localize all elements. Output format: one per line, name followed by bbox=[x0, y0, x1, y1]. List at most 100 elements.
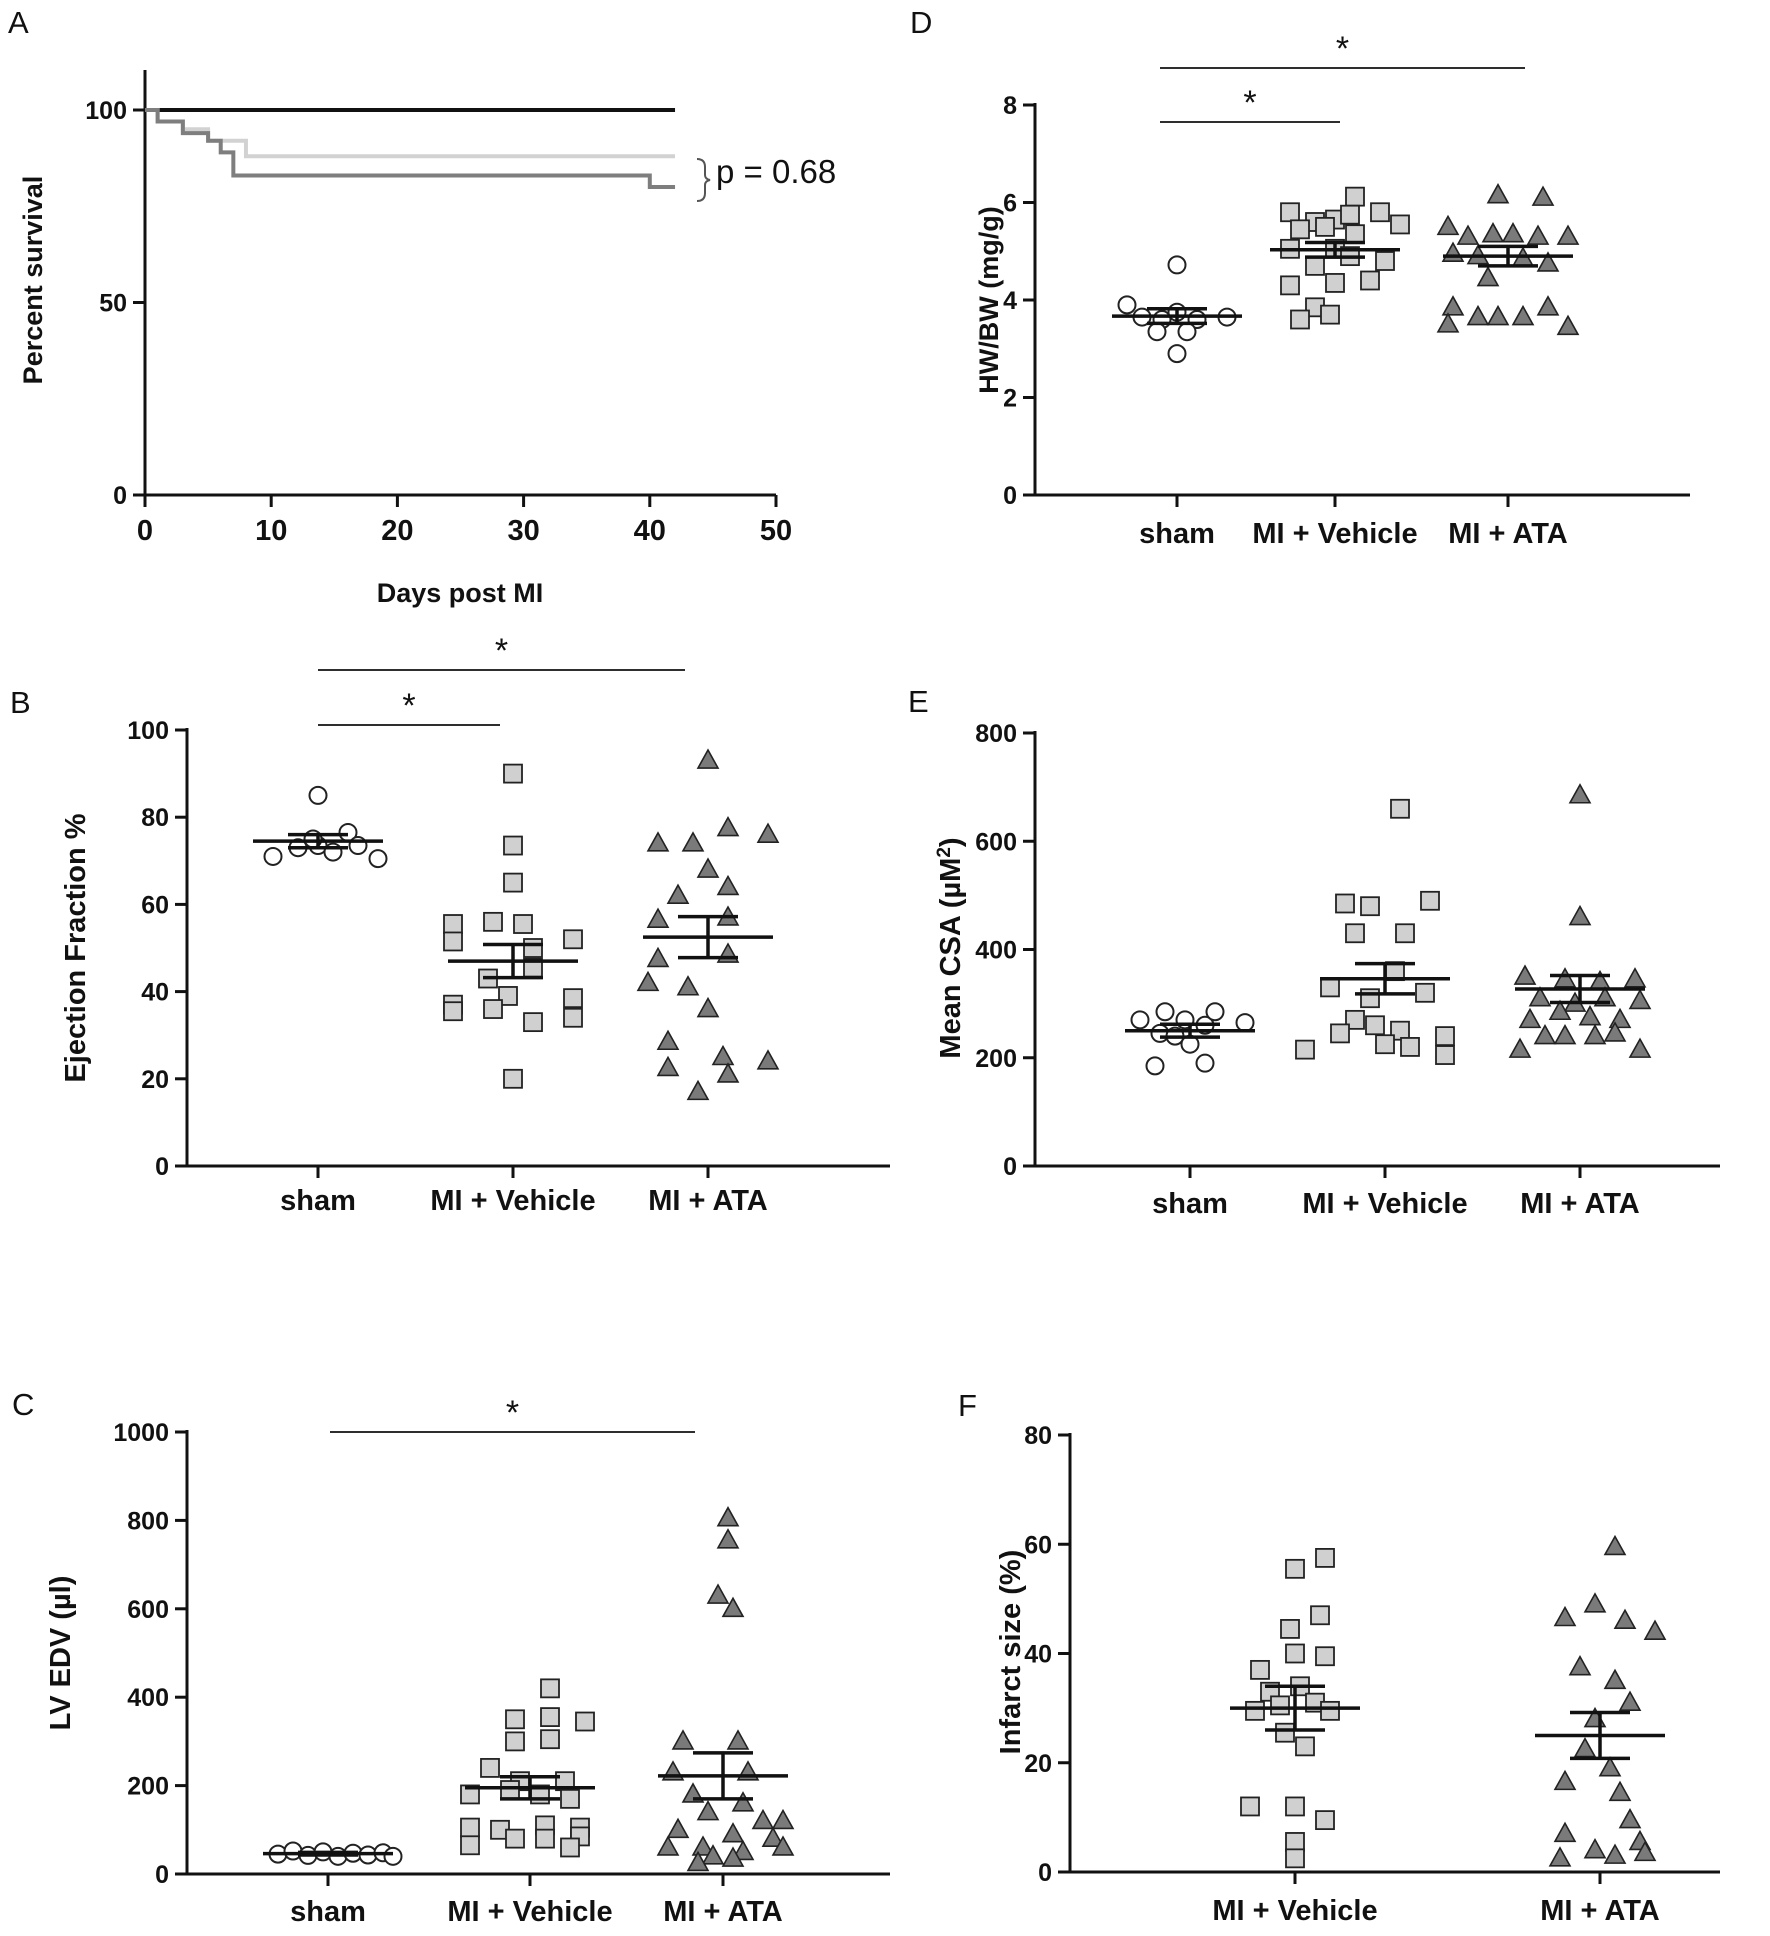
data-point bbox=[716, 1506, 740, 1527]
data-point bbox=[1476, 265, 1500, 287]
x-tick-label: 10 bbox=[255, 515, 287, 547]
data-point bbox=[701, 1844, 725, 1865]
data-point bbox=[1310, 1605, 1330, 1626]
data-point bbox=[1415, 982, 1435, 1003]
data-point bbox=[1295, 1039, 1315, 1060]
data-point bbox=[1155, 1002, 1175, 1022]
data-point bbox=[1573, 1736, 1597, 1758]
data-point bbox=[1290, 309, 1310, 330]
y-tick-label: 600 bbox=[127, 1596, 169, 1624]
data-point bbox=[1603, 1668, 1627, 1690]
data-point bbox=[1553, 1769, 1577, 1791]
data-point bbox=[1613, 1608, 1637, 1630]
data-point bbox=[503, 1068, 523, 1089]
data-point bbox=[706, 1583, 730, 1604]
data-point bbox=[1536, 295, 1560, 316]
data-point bbox=[1330, 1023, 1350, 1044]
data-point bbox=[1345, 923, 1365, 944]
y-tick-label: 100 bbox=[85, 97, 127, 125]
data-point bbox=[1553, 1821, 1577, 1843]
data-point bbox=[771, 1835, 795, 1856]
data-point bbox=[1556, 224, 1580, 245]
data-point bbox=[1568, 904, 1592, 926]
data-point bbox=[523, 938, 543, 958]
data-point bbox=[721, 1846, 745, 1867]
data-point bbox=[696, 1799, 720, 1821]
data-point bbox=[731, 1839, 755, 1861]
data-point bbox=[756, 822, 780, 843]
data-point bbox=[1365, 1015, 1385, 1036]
category-label: MI + ATA bbox=[663, 1896, 783, 1928]
data-point bbox=[1305, 255, 1325, 276]
y-axis-title: Mean CSA (µM2) bbox=[934, 837, 968, 1058]
y-tick-label: 200 bbox=[975, 1045, 1017, 1073]
data-point bbox=[1578, 1005, 1602, 1026]
data-point bbox=[1147, 322, 1167, 342]
panel-letter-c: C bbox=[12, 1387, 34, 1422]
data-point bbox=[560, 1788, 580, 1809]
y-tick-label: 0 bbox=[155, 1153, 169, 1181]
data-point bbox=[1250, 1659, 1270, 1680]
data-point bbox=[1285, 1643, 1305, 1664]
data-point bbox=[1335, 893, 1355, 914]
data-point bbox=[1623, 967, 1647, 988]
data-point bbox=[726, 1729, 750, 1750]
y-tick-label: 800 bbox=[975, 720, 1017, 748]
data-point bbox=[1435, 1045, 1455, 1065]
category-label: sham bbox=[1152, 1188, 1228, 1220]
data-point bbox=[1513, 964, 1537, 985]
data-point bbox=[443, 931, 463, 952]
data-point bbox=[1340, 204, 1360, 225]
data-point bbox=[646, 907, 670, 928]
panel-letter-d: D bbox=[910, 5, 932, 40]
data-point bbox=[1285, 1848, 1305, 1869]
data-point bbox=[716, 874, 740, 896]
data-point bbox=[540, 1707, 560, 1727]
data-point bbox=[1526, 224, 1550, 245]
data-point bbox=[1436, 312, 1460, 333]
data-point bbox=[1441, 241, 1465, 262]
data-point bbox=[1177, 322, 1197, 342]
data-point bbox=[1145, 1056, 1165, 1076]
data-point bbox=[1245, 1700, 1265, 1721]
category-label: MI + Vehicle bbox=[1212, 1895, 1377, 1927]
data-point bbox=[1583, 1023, 1607, 1045]
significance-star: * bbox=[1243, 84, 1256, 122]
data-point bbox=[1456, 224, 1480, 245]
data-point bbox=[1608, 1007, 1632, 1029]
data-point bbox=[1360, 988, 1380, 1009]
data-point bbox=[1390, 214, 1410, 235]
data-point bbox=[1275, 1722, 1295, 1743]
y-tick-label: 400 bbox=[127, 1684, 169, 1712]
y-tick-label: 20 bbox=[1024, 1750, 1052, 1778]
category-label: MI + ATA bbox=[648, 1185, 768, 1217]
category-label: sham bbox=[1139, 518, 1215, 550]
data-point bbox=[761, 1826, 785, 1847]
data-point bbox=[505, 1731, 525, 1752]
data-point bbox=[1568, 783, 1592, 804]
x-tick-label: 0 bbox=[137, 515, 153, 547]
significance-star: * bbox=[495, 632, 508, 670]
data-point bbox=[503, 763, 523, 784]
y-tick-label: 60 bbox=[141, 891, 169, 919]
data-point bbox=[1320, 977, 1340, 998]
data-point bbox=[308, 785, 328, 805]
data-point bbox=[696, 748, 720, 769]
data-point bbox=[1608, 1780, 1632, 1802]
y-tick-label: 4 bbox=[1003, 287, 1017, 315]
data-point bbox=[696, 996, 720, 1018]
data-point bbox=[771, 1808, 795, 1830]
data-point bbox=[1375, 1034, 1395, 1055]
data-point bbox=[1436, 214, 1460, 236]
data-point bbox=[1345, 186, 1365, 207]
data-point bbox=[721, 1822, 745, 1843]
significance-star: * bbox=[402, 687, 415, 725]
data-point bbox=[1553, 967, 1577, 988]
y-tick-label: 40 bbox=[1024, 1641, 1052, 1669]
data-point bbox=[1486, 183, 1510, 204]
data-point bbox=[535, 1828, 555, 1849]
category-label: MI + ATA bbox=[1540, 1895, 1660, 1927]
data-point bbox=[676, 975, 700, 996]
data-point bbox=[751, 1808, 775, 1830]
y-tick-label: 50 bbox=[99, 290, 127, 318]
